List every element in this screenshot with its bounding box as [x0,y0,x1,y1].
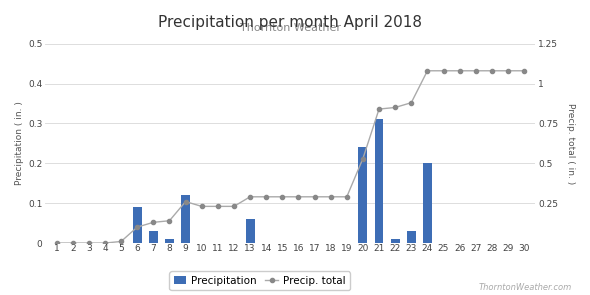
Precip. total [247,195,254,199]
Text: Thornton Weather: Thornton Weather [240,23,341,33]
Precip. total [231,205,238,208]
Precip. total [166,219,173,222]
Precip. total [440,69,447,73]
Y-axis label: Precipitation ( in. ): Precipitation ( in. ) [15,101,24,185]
Precip. total [456,69,463,73]
Precip. total [198,205,205,208]
Precip. total [182,200,189,203]
Precip. total [424,69,431,73]
Bar [165,239,174,243]
Precip. total [472,69,479,73]
Bar [375,119,384,243]
Title: Precipitation per month April 2018: Precipitation per month April 2018 [158,15,422,30]
Precip. total [117,240,124,243]
Precip. total [327,195,334,199]
Precip. total [311,195,318,199]
Bar [149,231,158,243]
Precip. total [520,69,527,73]
Precip. total [101,241,109,245]
Precip. total [214,205,221,208]
Precip. total [504,69,512,73]
Precip. total [150,221,157,224]
Bar [359,147,368,243]
Precip. total [343,195,350,199]
Bar [391,239,399,243]
Precip. total [375,107,382,111]
Precip. total [392,106,399,109]
Bar [181,195,190,243]
Precip. total [134,225,141,229]
Bar [133,207,142,243]
Precip. total [69,241,76,245]
Y-axis label: Precip. total ( in. ): Precip. total ( in. ) [566,103,575,184]
Line: Precip. total: Precip. total [54,69,526,245]
Bar [407,231,416,243]
Bar [423,163,432,243]
Precip. total [263,195,270,199]
Precip. total [53,241,60,245]
Bar [245,219,254,243]
Precip. total [489,69,496,73]
Text: ThorntonWeather.com: ThorntonWeather.com [479,283,572,292]
Precip. total [408,101,415,104]
Precip. total [86,241,93,245]
Precip. total [359,157,366,160]
Precip. total [278,195,286,199]
Precip. total [295,195,302,199]
Legend: Precipitation, Precip. total: Precipitation, Precip. total [169,271,350,290]
